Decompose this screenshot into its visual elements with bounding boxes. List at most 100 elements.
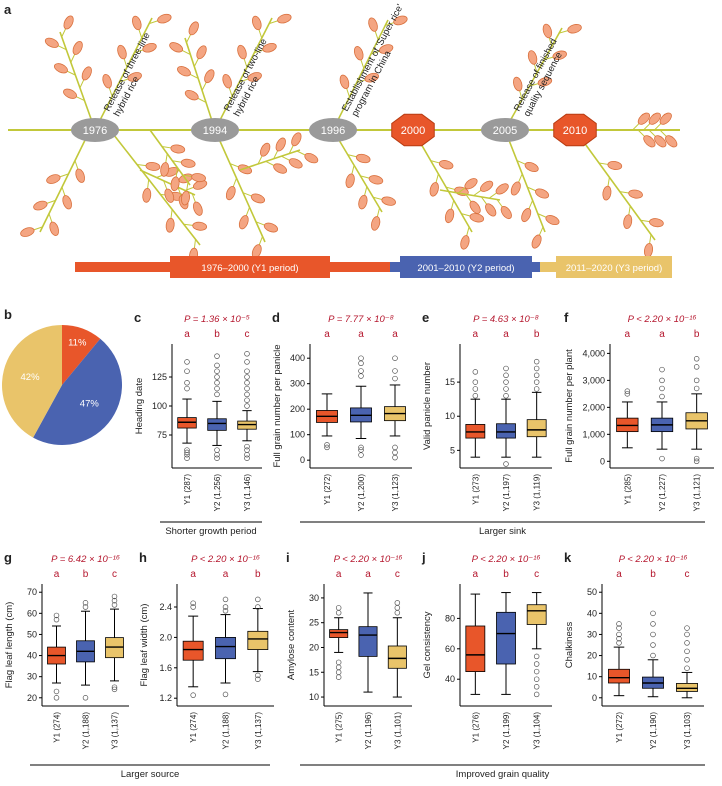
twig: [473, 189, 483, 197]
twig: [548, 36, 553, 47]
box: [496, 423, 516, 439]
twig: [193, 57, 200, 67]
leaf: [464, 178, 478, 190]
x-tick-label: Y3 (1,121): [693, 474, 702, 512]
twig: [123, 57, 128, 68]
twig: [196, 97, 207, 103]
outlier: [255, 672, 261, 679]
year-node: [309, 118, 357, 142]
y-tick-label: 40: [27, 651, 37, 661]
twig: [360, 175, 371, 179]
leaf: [552, 50, 567, 60]
sig-letter: c: [245, 329, 250, 340]
leaf: [485, 203, 497, 217]
leaf: [495, 183, 509, 195]
leaf: [644, 242, 654, 258]
twig: [488, 191, 498, 199]
outlier: [214, 447, 220, 453]
sig-letter: a: [473, 329, 479, 340]
leaf: [53, 63, 68, 74]
outlier: [472, 393, 479, 399]
outlier: [255, 676, 261, 682]
twig: [45, 199, 56, 205]
leaf: [275, 137, 286, 152]
twig: [48, 213, 53, 224]
x-tick-label: Y2 (1,199): [502, 712, 511, 750]
twig: [239, 78, 250, 83]
outlier: [659, 455, 665, 462]
y-tick-label: 60: [445, 644, 455, 654]
leaf: [222, 74, 232, 89]
branch: [149, 129, 191, 186]
leaf: [238, 215, 249, 230]
twig: [268, 20, 279, 25]
outlier: [392, 375, 398, 382]
panel-label: j: [421, 550, 426, 565]
sig-letter: a: [324, 329, 330, 340]
y-tick-label: 20: [587, 651, 597, 661]
outlier: [358, 355, 364, 361]
x-tick-label: Y3 (1,119): [533, 474, 542, 511]
outlier: [53, 695, 60, 701]
branch: [214, 129, 266, 243]
twig: [435, 173, 439, 184]
outlier: [184, 380, 190, 386]
twig: [654, 122, 662, 131]
branch: [109, 129, 201, 246]
outlier: [533, 379, 540, 385]
outlier: [184, 385, 190, 392]
outlier: [244, 447, 250, 453]
leaf: [170, 176, 180, 192]
period-box: [400, 256, 532, 278]
branch: [39, 129, 91, 233]
outlier: [394, 605, 401, 611]
sig-letter: a: [358, 329, 364, 340]
outlier: [533, 358, 540, 365]
twig: [537, 213, 548, 219]
leaf: [469, 200, 481, 214]
outlier: [324, 444, 330, 451]
twig: [457, 186, 467, 194]
sig-letter: c: [112, 569, 117, 580]
panel-label: c: [134, 310, 141, 325]
year-label: 2000: [401, 125, 425, 137]
outlier: [324, 442, 330, 448]
y-tick-label: 10: [445, 411, 455, 421]
x-tick-label: Y2 (1,190): [649, 712, 658, 750]
box: [465, 625, 486, 672]
x-tick-label: Y1 (272): [323, 474, 332, 505]
outlier: [184, 449, 190, 456]
leaf: [177, 66, 191, 77]
pie-slice: [33, 338, 123, 446]
outlier: [472, 369, 479, 375]
outlier: [659, 377, 665, 384]
leaf: [165, 217, 175, 233]
sig-letter: a: [54, 569, 60, 580]
y-axis-label: Valid panicle number: [422, 362, 433, 450]
leaf: [381, 196, 396, 206]
sig-letter: a: [223, 569, 229, 580]
outlier: [244, 397, 250, 403]
leaf: [277, 13, 292, 24]
outlier: [111, 593, 118, 600]
sig-letter: b: [534, 329, 540, 340]
branch: [412, 129, 473, 233]
outlier: [693, 356, 700, 362]
twig: [177, 187, 182, 197]
panel-label: d: [272, 310, 280, 325]
x-tick-label: Y1 (274): [189, 712, 198, 743]
outlier: [503, 372, 509, 379]
y-tick-label: 50: [587, 587, 597, 597]
y-tick-label: 30: [309, 593, 319, 603]
branch: [332, 19, 389, 131]
outlier: [693, 458, 700, 465]
outlier: [190, 692, 196, 698]
twig: [465, 194, 473, 203]
sig-letter: b: [214, 329, 220, 340]
y-tick-label: 40: [445, 674, 455, 684]
sig-letter: b: [255, 569, 261, 580]
outlier: [472, 379, 479, 385]
box: [496, 611, 516, 665]
sig-letter: a: [503, 329, 509, 340]
outlier: [214, 374, 220, 380]
